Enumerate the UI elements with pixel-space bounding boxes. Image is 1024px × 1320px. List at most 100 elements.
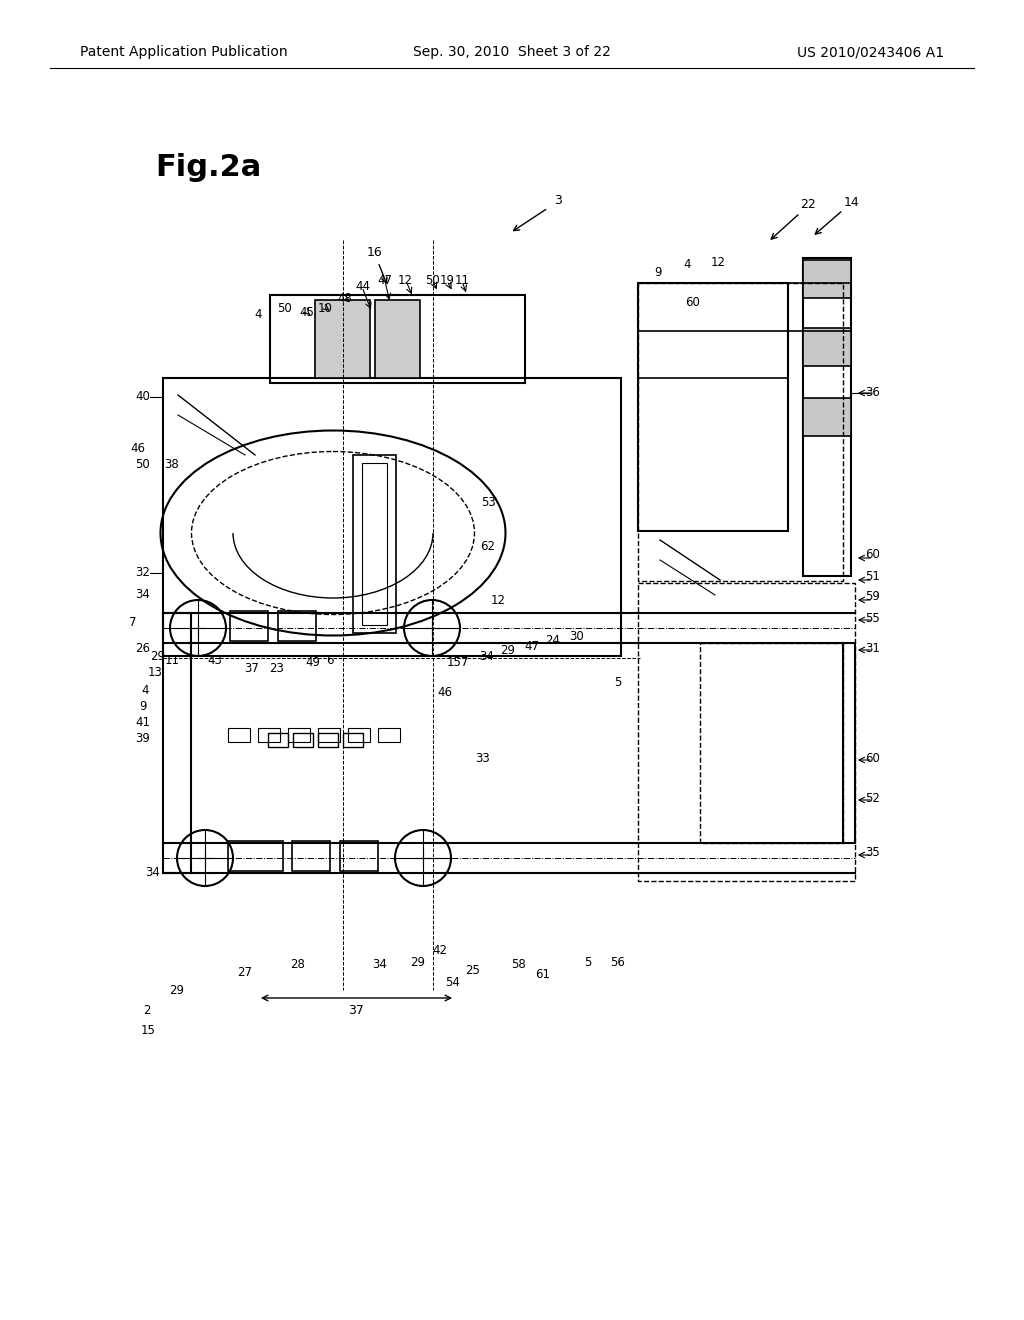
- Bar: [348, 729, 370, 742]
- Text: 40: 40: [135, 391, 151, 404]
- Bar: [375, 300, 420, 378]
- Text: 6: 6: [327, 653, 334, 667]
- Text: 41: 41: [135, 715, 151, 729]
- Bar: [803, 257, 851, 576]
- Text: 29: 29: [411, 956, 426, 969]
- Bar: [343, 733, 362, 747]
- Text: 25: 25: [466, 964, 480, 977]
- Text: 13: 13: [147, 665, 163, 678]
- Text: 30: 30: [569, 631, 585, 644]
- Bar: [315, 300, 370, 378]
- Text: 34: 34: [479, 651, 495, 664]
- Text: 9: 9: [654, 265, 662, 279]
- Bar: [270, 294, 525, 383]
- Text: 50: 50: [426, 273, 440, 286]
- Bar: [700, 643, 843, 843]
- Text: Fig.2a: Fig.2a: [155, 153, 261, 182]
- Text: 50: 50: [278, 301, 293, 314]
- Bar: [228, 729, 250, 742]
- Bar: [378, 729, 400, 742]
- Text: 4: 4: [254, 309, 262, 322]
- Text: 48: 48: [338, 292, 352, 305]
- Text: 14: 14: [844, 195, 860, 209]
- Text: 24: 24: [546, 634, 560, 647]
- Text: 32: 32: [135, 566, 151, 579]
- Bar: [230, 611, 268, 642]
- Text: 11: 11: [455, 273, 469, 286]
- Text: 46: 46: [130, 441, 145, 454]
- Text: US 2010/0243406 A1: US 2010/0243406 A1: [797, 45, 944, 59]
- Text: 4: 4: [141, 684, 148, 697]
- Bar: [638, 282, 851, 331]
- Text: 47: 47: [524, 640, 540, 653]
- Text: 35: 35: [865, 846, 881, 859]
- Text: 62: 62: [480, 540, 496, 553]
- Bar: [228, 841, 283, 871]
- Text: 34: 34: [373, 958, 387, 972]
- Text: 15: 15: [140, 1023, 156, 1036]
- Text: 39: 39: [135, 731, 151, 744]
- Text: 31: 31: [865, 642, 881, 655]
- Text: 36: 36: [865, 385, 881, 399]
- Bar: [638, 378, 788, 531]
- Text: 157: 157: [446, 656, 469, 668]
- Bar: [362, 463, 387, 624]
- Text: 5: 5: [585, 956, 592, 969]
- Bar: [318, 733, 338, 747]
- Text: 50: 50: [135, 458, 151, 471]
- Text: 52: 52: [865, 792, 881, 804]
- Text: 51: 51: [865, 570, 881, 583]
- Bar: [292, 841, 330, 871]
- Text: 29: 29: [151, 651, 166, 664]
- Text: 19: 19: [439, 273, 455, 286]
- Bar: [803, 260, 851, 298]
- Text: 33: 33: [475, 751, 490, 764]
- Bar: [258, 729, 280, 742]
- Text: 59: 59: [865, 590, 881, 603]
- Text: 60: 60: [865, 549, 881, 561]
- Text: 61: 61: [536, 969, 551, 982]
- Text: 22: 22: [800, 198, 816, 211]
- Text: 34: 34: [135, 589, 151, 602]
- Text: 16: 16: [368, 247, 383, 260]
- Bar: [163, 378, 621, 656]
- Bar: [318, 729, 340, 742]
- Text: 56: 56: [610, 956, 626, 969]
- Text: 49: 49: [305, 656, 321, 669]
- Bar: [340, 841, 378, 871]
- Text: Sep. 30, 2010  Sheet 3 of 22: Sep. 30, 2010 Sheet 3 of 22: [413, 45, 611, 59]
- Text: 60: 60: [685, 297, 700, 309]
- Text: 4: 4: [683, 259, 691, 272]
- Text: 10: 10: [317, 301, 333, 314]
- Bar: [268, 733, 288, 747]
- Text: 26: 26: [135, 642, 151, 655]
- Text: 60: 60: [865, 751, 881, 764]
- Text: 43: 43: [208, 653, 222, 667]
- Text: 9: 9: [139, 701, 146, 714]
- Text: 37: 37: [245, 661, 259, 675]
- Bar: [293, 733, 313, 747]
- Text: 3: 3: [554, 194, 562, 206]
- Text: 55: 55: [865, 611, 881, 624]
- Text: 44: 44: [355, 281, 371, 293]
- Text: 54: 54: [445, 975, 461, 989]
- Text: 12: 12: [397, 273, 413, 286]
- Text: 2: 2: [143, 1003, 151, 1016]
- Text: 37: 37: [348, 1003, 364, 1016]
- Text: 12: 12: [711, 256, 725, 268]
- Bar: [278, 611, 316, 642]
- Text: 47: 47: [378, 273, 392, 286]
- Text: 45: 45: [300, 306, 314, 319]
- Bar: [638, 583, 855, 880]
- Bar: [353, 455, 396, 634]
- Text: 7: 7: [129, 615, 137, 628]
- Text: 53: 53: [480, 496, 496, 510]
- Bar: [638, 282, 843, 581]
- Text: 58: 58: [511, 958, 525, 972]
- Text: 28: 28: [291, 958, 305, 972]
- Text: 34: 34: [145, 866, 161, 879]
- Text: 11: 11: [165, 653, 179, 667]
- Text: 27: 27: [238, 965, 253, 978]
- Bar: [638, 282, 788, 531]
- Text: 12: 12: [490, 594, 506, 606]
